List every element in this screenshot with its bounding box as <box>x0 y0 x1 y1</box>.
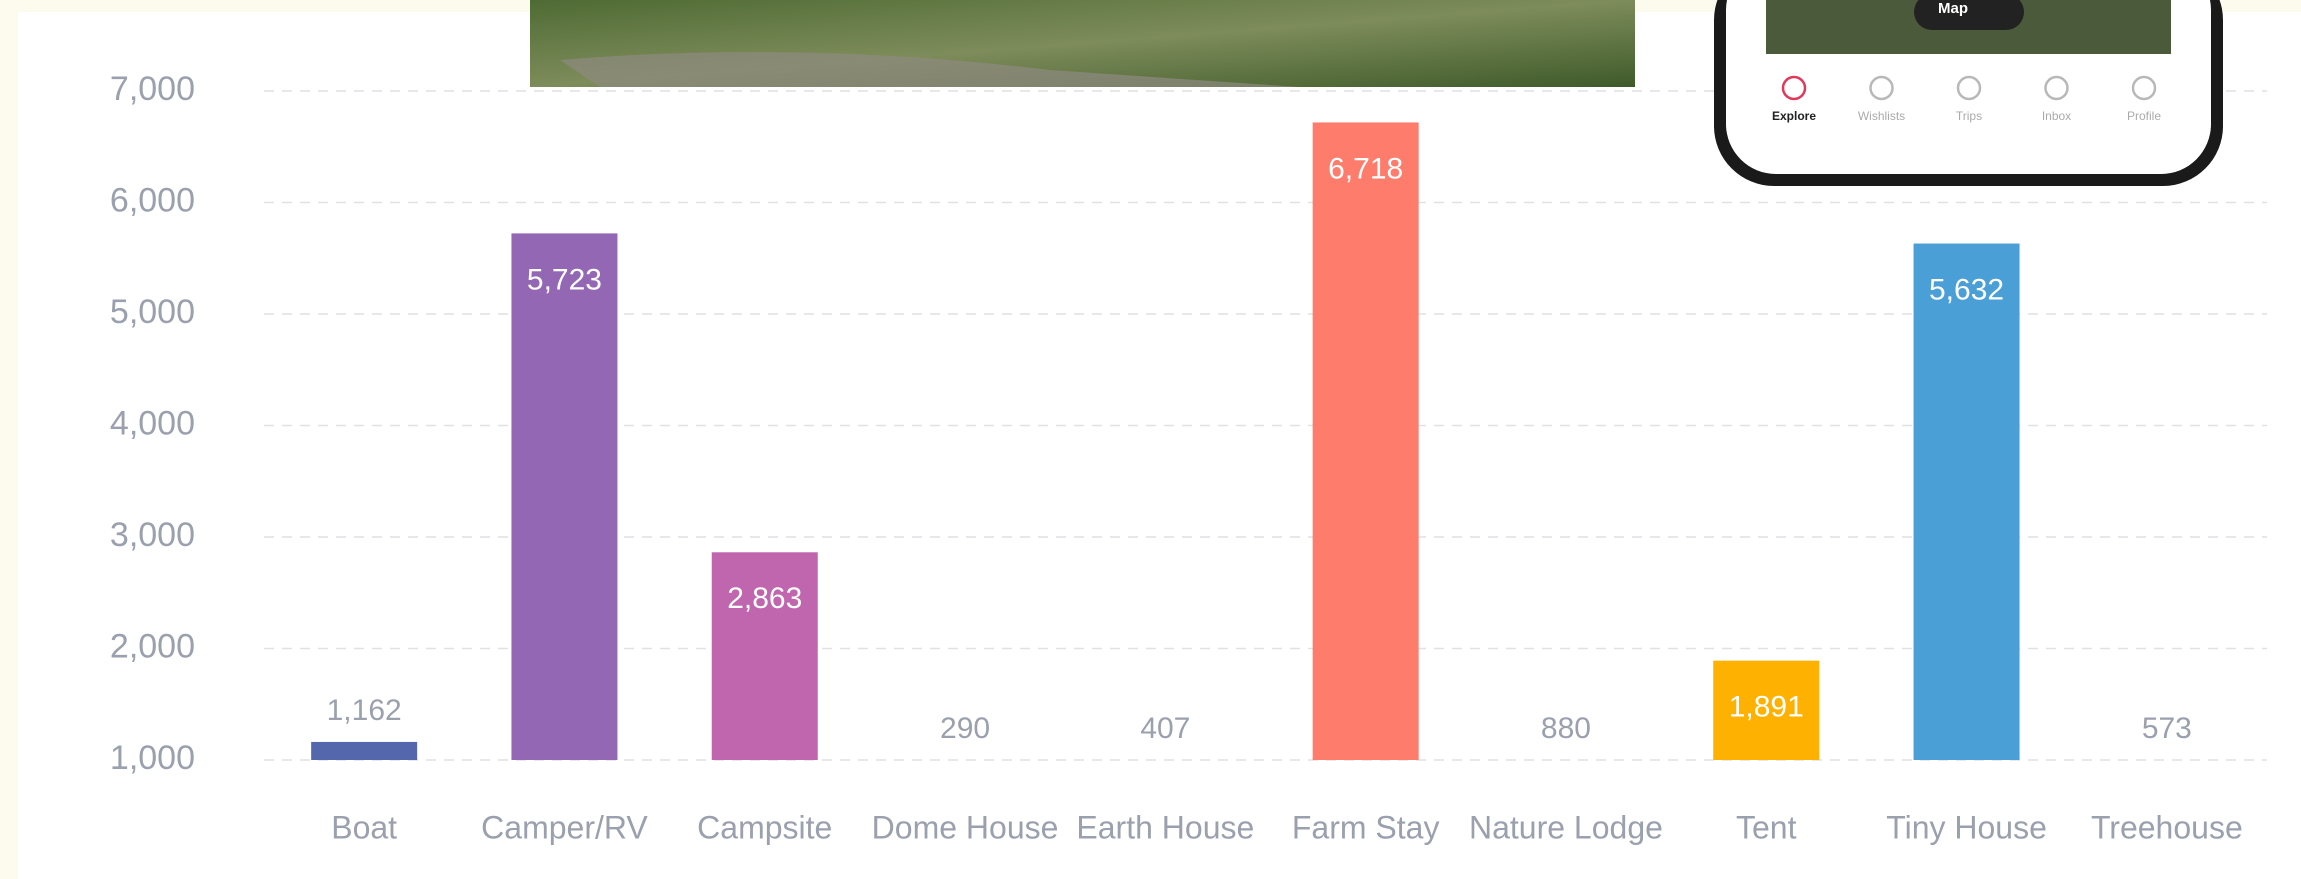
x-tick-label: Farm Stay <box>1292 809 1440 845</box>
x-tick-label: Tiny House <box>1886 809 2047 845</box>
map-button[interactable] <box>1914 0 2024 30</box>
value-label: 5,723 <box>527 263 602 296</box>
x-tick-label: Campsite <box>697 809 832 845</box>
value-label: 573 <box>2142 712 2192 745</box>
y-tick-label: 4,000 <box>110 404 195 442</box>
x-tick-label: Dome House <box>872 809 1059 845</box>
value-label: 6,718 <box>1328 152 1403 185</box>
bar <box>511 233 617 760</box>
x-tick-label: Earth House <box>1076 809 1254 845</box>
value-label: 290 <box>940 712 990 745</box>
nav-label: Wishlists <box>1858 109 1905 123</box>
x-tick-label: Treehouse <box>2091 809 2243 845</box>
x-tick-label: Nature Lodge <box>1469 809 1663 845</box>
value-label: 5,632 <box>1929 273 2004 306</box>
value-label: 880 <box>1541 712 1591 745</box>
y-tick-label: 2,000 <box>110 627 195 665</box>
map-button-label: Map <box>1938 0 1968 17</box>
y-tick-label: 6,000 <box>110 181 195 219</box>
y-tick-label: 5,000 <box>110 293 195 331</box>
bar <box>1914 244 2020 760</box>
x-tick-label: Camper/RV <box>481 809 648 845</box>
chart: 1,000 2,000 3,000 4,000 5,000 6,000 7,000 Boat 1… <box>0 0 2301 879</box>
bar <box>1313 122 1419 760</box>
phone: Map Explore Wishlists Trips Inbox Profile <box>1714 0 2223 186</box>
nav-label: Trips <box>1956 109 1982 123</box>
x-tick-label: Boat <box>331 809 397 845</box>
y-tick-label: 1,000 <box>110 739 195 777</box>
nav-label: Profile <box>2127 109 2161 123</box>
value-label: 2,863 <box>727 582 802 615</box>
y-tick-label: 3,000 <box>110 516 195 554</box>
bar <box>311 742 417 760</box>
x-tick-label: Tent <box>1736 809 1797 845</box>
page: 1,000 2,000 3,000 4,000 5,000 6,000 7,000 Boat 1… <box>0 0 2301 879</box>
value-label: 407 <box>1140 712 1190 745</box>
value-label: 1,891 <box>1729 691 1804 724</box>
y-tick-label: 7,000 <box>110 70 195 108</box>
value-label: 1,162 <box>327 694 402 727</box>
nav-label: Inbox <box>2042 109 2071 123</box>
nav-label: Explore <box>1772 109 1816 123</box>
